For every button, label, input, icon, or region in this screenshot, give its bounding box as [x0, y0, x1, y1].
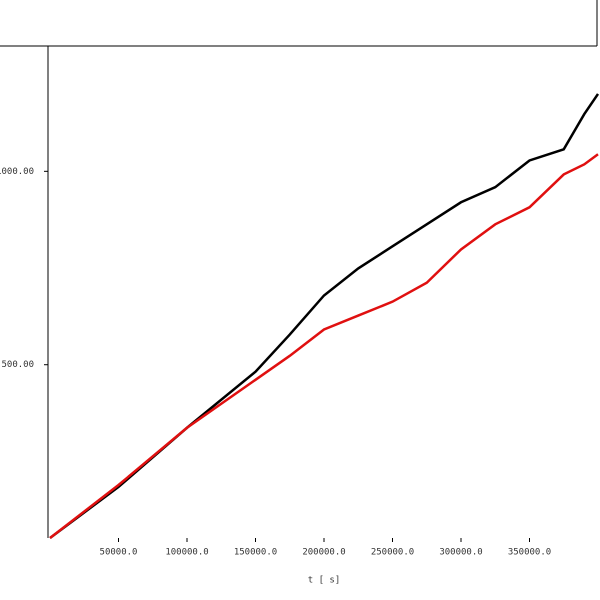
x-tick-label: 350000.0: [508, 548, 551, 558]
x-tick-label: 300000.0: [439, 548, 482, 558]
x-axis-label: t [ s]: [308, 576, 341, 586]
y-tick-label: 500.00: [1, 360, 34, 370]
x-tick-label: 100000.0: [165, 548, 208, 558]
x-tick-label: 200000.0: [302, 548, 345, 558]
x-tick-label: 250000.0: [371, 548, 414, 558]
series-line: [49, 153, 599, 539]
x-tick-label: 50000.0: [100, 548, 138, 558]
y-tick-label: 1000.00: [0, 167, 34, 177]
x-tick-label: 150000.0: [234, 548, 277, 558]
series-line: [49, 93, 600, 540]
